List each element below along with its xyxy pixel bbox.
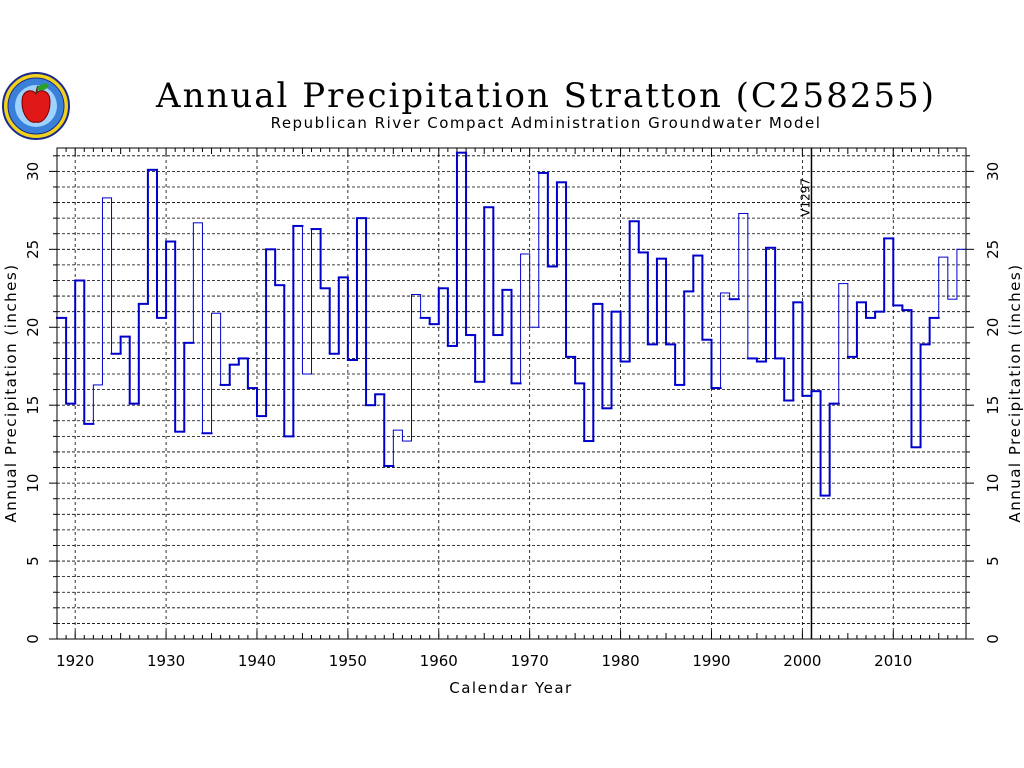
x-tick-label: 1960 bbox=[420, 652, 458, 670]
grid-lines bbox=[57, 148, 966, 639]
plot-frame bbox=[56, 147, 967, 640]
y-tick-label-left: 20 bbox=[24, 318, 42, 337]
annotation-label: V1297 bbox=[798, 178, 812, 217]
chart-title: Annual Precipitation Stratton (C258255) bbox=[155, 76, 936, 116]
y-tick-label-left: 30 bbox=[24, 162, 42, 181]
rrca-apple-seal-icon bbox=[2, 72, 70, 140]
chart-subtitle: Republican River Compact Administration … bbox=[271, 114, 822, 132]
y-tick-label-right: 0 bbox=[984, 634, 1002, 644]
y-axis-label-left: Annual Precipitation (inches) bbox=[2, 263, 20, 522]
axis-ticks: 1920 1930 1940 1950 1960 1970 1980 1990 2000 2010… bbox=[24, 148, 1002, 670]
y-tick-label-right: 10 bbox=[984, 474, 1002, 493]
x-tick-label: 1940 bbox=[238, 652, 276, 670]
x-tick-label: 1920 bbox=[56, 652, 94, 670]
y-tick-label-left: 25 bbox=[24, 240, 42, 259]
x-tick-label: 1930 bbox=[147, 652, 185, 670]
x-tick-label: 1950 bbox=[329, 652, 367, 670]
y-tick-label-left: 5 bbox=[24, 556, 42, 566]
y-tick-label-left: 10 bbox=[24, 474, 42, 493]
y-tick-label-right: 20 bbox=[984, 318, 1002, 337]
x-tick-label: 2000 bbox=[783, 652, 821, 670]
x-tick-label: 2010 bbox=[874, 652, 912, 670]
x-tick-label: 1980 bbox=[601, 652, 639, 670]
x-axis-label: Calendar Year bbox=[449, 679, 572, 697]
y-tick-label-left: 0 bbox=[24, 634, 42, 644]
series-0 bbox=[56, 151, 967, 497]
y-tick-label-right: 15 bbox=[984, 396, 1002, 415]
x-tick-label: 1970 bbox=[511, 652, 549, 670]
y-axis-label-right: Annual Precipitation (inches) bbox=[1006, 263, 1024, 522]
y-tick-label-right: 25 bbox=[984, 240, 1002, 259]
y-tick-label-right: 30 bbox=[984, 162, 1002, 181]
annotation-layer: V1297 bbox=[798, 148, 812, 639]
y-tick-label-right: 5 bbox=[984, 556, 1002, 566]
y-tick-label-left: 15 bbox=[24, 396, 42, 415]
x-tick-label: 1990 bbox=[692, 652, 730, 670]
